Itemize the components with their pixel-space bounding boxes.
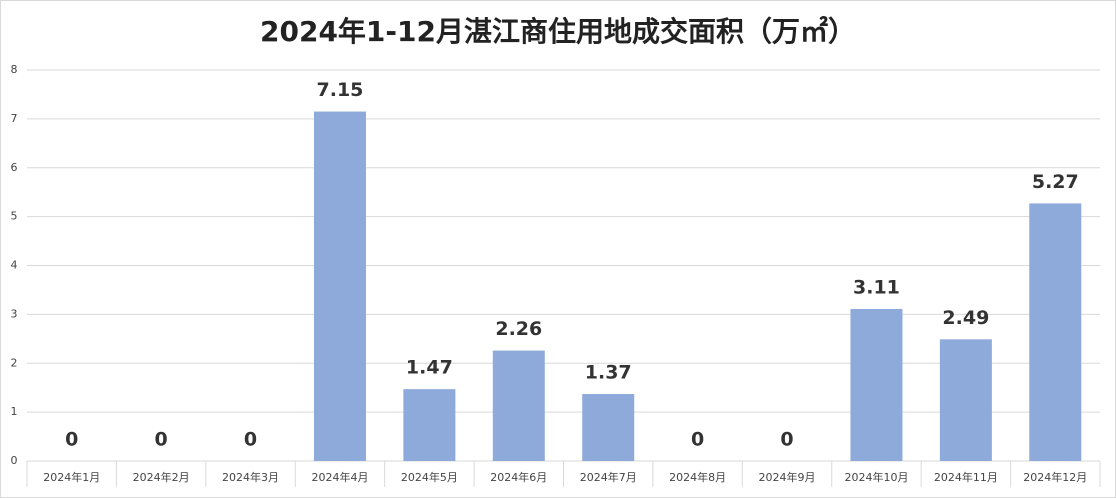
chart-title: 2024年1-12月湛江商住用地成交面积（万㎡）: [260, 15, 856, 48]
y-tick-label: 4: [11, 259, 18, 272]
data-label: 5.27: [1032, 171, 1079, 193]
y-tick-label: 2: [11, 356, 18, 369]
bar: [403, 389, 456, 461]
bar: [1029, 203, 1082, 461]
x-tick-label: 2024年9月: [759, 470, 816, 484]
bar: [313, 111, 366, 461]
bar: [939, 339, 992, 461]
y-tick-label: 8: [11, 63, 18, 76]
y-tick-label: 7: [11, 112, 18, 125]
x-tick-label: 2024年12月: [1023, 470, 1087, 484]
x-tick-label: 2024年11月: [934, 470, 998, 484]
data-label: 2.49: [942, 307, 989, 329]
x-tick-label: 2024年7月: [580, 470, 637, 484]
x-tick-label: 2024年4月: [311, 470, 368, 484]
y-tick-label: 1: [11, 405, 18, 418]
x-tick-label: 2024年3月: [222, 470, 279, 484]
data-label: 3.11: [853, 276, 900, 298]
data-label: 0: [155, 429, 168, 451]
y-tick-label: 3: [11, 307, 18, 320]
x-tick-label: 2024年8月: [669, 470, 726, 484]
data-label: 0: [691, 429, 704, 451]
data-label: 1.37: [585, 362, 632, 384]
x-tick-label: 2024年2月: [133, 470, 190, 484]
data-label: 0: [780, 429, 793, 451]
bar: [582, 394, 635, 461]
bar: [850, 308, 903, 461]
data-label: 0: [244, 429, 257, 451]
y-tick-label: 6: [11, 161, 18, 174]
y-tick-label: 5: [11, 210, 18, 223]
x-tick-label: 2024年5月: [401, 470, 458, 484]
data-label: 2.26: [495, 318, 542, 340]
data-label: 1.47: [406, 357, 453, 379]
y-tick-label: 0: [11, 454, 18, 467]
x-tick-label: 2024年10月: [844, 470, 908, 484]
data-label: 0: [65, 429, 78, 451]
data-label: 7.15: [317, 79, 364, 101]
bar: [492, 350, 545, 461]
x-tick-label: 2024年6月: [490, 470, 547, 484]
x-tick-label: 2024年1月: [43, 470, 100, 484]
